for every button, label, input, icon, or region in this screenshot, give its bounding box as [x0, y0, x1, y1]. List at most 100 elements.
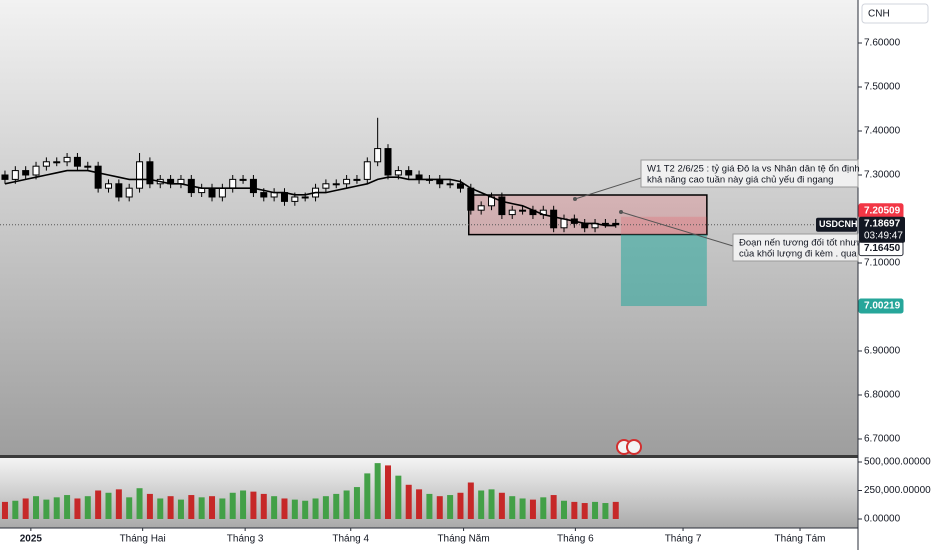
candle-body: [374, 148, 382, 163]
volume-bar: [312, 498, 319, 519]
volume-bar: [529, 499, 536, 519]
candle-body: [560, 218, 568, 229]
candle-body: [94, 165, 102, 189]
volume-bar: [364, 473, 371, 519]
y-tick-label: 6.90000: [864, 346, 901, 357]
volume-bar: [281, 498, 288, 519]
candle-body: [42, 161, 50, 167]
candle-body: [332, 183, 340, 186]
volume-bar: [457, 492, 464, 519]
volume-bar: [550, 495, 557, 519]
candle-body: [146, 161, 154, 185]
candle-body: [301, 196, 309, 199]
candle-body: [63, 156, 71, 163]
note-box[interactable]: [732, 233, 859, 262]
x-tick-label: Tháng 4: [332, 534, 369, 545]
volume-bar: [581, 503, 588, 519]
volume-bar: [602, 503, 609, 519]
candle-body: [53, 161, 61, 164]
volume-bar: [560, 500, 567, 519]
note-text: Đoạn nến tương đối tốt nhưng: [739, 238, 867, 249]
candle-body: [291, 196, 299, 202]
last-price-box: [859, 216, 905, 243]
y-tick-label: 7.60000: [864, 38, 901, 49]
x-tick-label: 2025: [20, 534, 43, 545]
volume-bar: [416, 489, 423, 519]
candle-body: [280, 192, 288, 202]
note-connector: [574, 177, 642, 200]
volume-bar: [126, 497, 133, 519]
candle-body: [260, 192, 268, 198]
note-connector: [620, 211, 734, 247]
note-text: của khối lượng đi kèm . qua: [739, 249, 857, 260]
volume-bar: [12, 500, 19, 519]
volume-bar: [43, 499, 50, 519]
entry-price-tag: 7.16450: [864, 243, 901, 254]
x-tick-label: Tháng Năm: [437, 534, 489, 545]
stop-zone[interactable]: [620, 216, 707, 235]
volume-bar: [95, 490, 102, 519]
candle-body: [32, 165, 40, 176]
volume-bar: [498, 492, 505, 519]
candle-body: [343, 178, 351, 185]
volume-bar: [467, 482, 474, 519]
x-tick-label: Tháng Hai: [120, 534, 166, 545]
volume-bar: [219, 498, 226, 519]
volume-bar: [436, 496, 443, 519]
volume-bar: [302, 500, 309, 519]
candle-body: [508, 209, 516, 216]
event-icon[interactable]: [626, 439, 642, 455]
stop-price-tag: 7.20509: [864, 205, 901, 216]
price-axis: [858, 0, 932, 550]
volume-bar: [157, 498, 164, 519]
volume-bar: [33, 496, 40, 519]
volume-bar: [229, 492, 236, 519]
note-text: khả năng cao tuần này giá chủ yếu đi nga…: [647, 175, 833, 186]
candle-body: [601, 222, 609, 225]
candle-body: [229, 178, 237, 189]
y-tick-label: 7.40000: [864, 126, 901, 137]
volume-bar: [447, 495, 454, 519]
candle-body: [467, 187, 475, 211]
candle-body: [218, 187, 226, 198]
volume-bar: [478, 490, 485, 519]
symbol-tag: USDCNH: [819, 219, 858, 229]
volume-bar: [209, 496, 216, 519]
volume-bar: [198, 497, 205, 519]
candle-body: [322, 183, 330, 189]
volume-bar: [84, 496, 91, 519]
currency: CNH: [868, 9, 890, 20]
candle-body: [84, 165, 92, 168]
volume-bar: [146, 493, 153, 519]
volume-bar: [74, 498, 81, 519]
target-price-tag: 7.00219: [864, 301, 901, 312]
x-tick-label: Tháng 3: [227, 534, 264, 545]
target-zone[interactable]: [620, 234, 707, 307]
candle-body: [363, 161, 371, 180]
volume-bar: [177, 499, 184, 519]
pane-separator: [0, 455, 858, 458]
volume-bar: [405, 484, 412, 519]
volume-bar: [353, 487, 360, 519]
x-tick-label: Tháng 7: [665, 534, 702, 545]
y-tick-label: 7.30000: [864, 170, 901, 181]
x-tick-label: Tháng 6: [557, 534, 594, 545]
candle-body: [477, 205, 485, 211]
candle-body: [1, 174, 9, 180]
note-anchor: [573, 197, 577, 201]
volume-bar: [105, 492, 112, 519]
candle-body: [446, 183, 454, 186]
candle-body: [22, 170, 30, 176]
volume-bar: [250, 491, 257, 519]
volume-bar: [271, 496, 278, 519]
y-tick-label: 7.50000: [864, 82, 901, 93]
volume-bar: [374, 463, 381, 519]
volume-bar: [509, 496, 516, 519]
candle-body: [136, 161, 144, 189]
currency-box[interactable]: [861, 3, 929, 24]
volume-bar: [395, 475, 402, 519]
volume-bar: [188, 495, 195, 519]
note-box[interactable]: [640, 159, 859, 188]
y-tick-label: 7.10000: [864, 258, 901, 269]
